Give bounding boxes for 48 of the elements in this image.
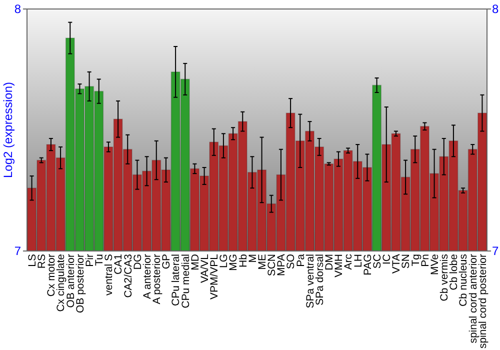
- x-tick-label: PAG: [362, 254, 374, 276]
- x-tick-label: MPA: [276, 254, 288, 276]
- x-tick-label: VPM/VPL: [208, 254, 221, 300]
- x-tick-label: VA/VL: [198, 254, 211, 283]
- x-tick-label: LS: [26, 254, 38, 267]
- y2-tick-label: 8: [492, 2, 499, 16]
- x-tick-label: ME: [256, 254, 268, 270]
- x-tick-label: Tg: [410, 254, 422, 266]
- x-tick-label: SCN: [266, 254, 278, 276]
- x-tick-label: Arc: [342, 254, 355, 270]
- x-tick-label: Tu: [94, 254, 106, 266]
- x-tick-label: Cb lobe: [448, 254, 460, 290]
- x-tick-label: SN: [400, 254, 412, 269]
- y-axis-title: Log2 (expression): [1, 82, 15, 178]
- x-tick-label: MG: [228, 254, 240, 271]
- x-tick-label: CPu medial: [180, 254, 192, 308]
- x-tick-label: VMH: [333, 254, 346, 278]
- x-tick-label: OB posterior: [74, 254, 86, 313]
- x-tick-label: SC: [371, 254, 384, 269]
- x-tick-label: SPa ventral: [304, 254, 316, 308]
- x-tick-label: CA1: [112, 254, 125, 274]
- x-tick-label: spinal cord anterior: [467, 253, 480, 344]
- x-tick-label: ventral S: [103, 254, 116, 296]
- x-tick-label: SO: [285, 254, 298, 270]
- x-tick-label: LH: [352, 254, 364, 268]
- x-tick-label: MD: [189, 254, 202, 270]
- x-tick-label: VTA: [390, 254, 403, 274]
- x-tick-label: A anterior: [141, 254, 154, 299]
- y2-tick-label: 7: [492, 244, 499, 258]
- x-tick-label: DG: [132, 254, 144, 270]
- x-tick-label: IC: [381, 254, 394, 264]
- x-tick-label: spinal cord posterior: [476, 253, 489, 349]
- x-tick-label: OB anterior: [64, 254, 77, 308]
- x-tick-label: Cx cingulate: [55, 254, 68, 312]
- x-tick-label: M: [246, 254, 259, 263]
- x-tick-label: CPu lateral: [170, 254, 182, 306]
- x-tick-label: GP: [160, 254, 173, 270]
- x-tick-label: SPa dorsal: [314, 254, 326, 306]
- x-tick-label: A posterior: [151, 254, 164, 304]
- x-tick-label: MVe: [428, 254, 441, 276]
- x-tick-label: RS: [36, 254, 48, 269]
- x-tick-label: CA2/CA3: [122, 254, 134, 298]
- x-tick-label: Pir: [84, 254, 96, 267]
- x-tick-label: Cb nucleus: [458, 254, 470, 307]
- x-tick-label: LG: [218, 254, 230, 268]
- x-tick-label: Hb: [237, 254, 250, 268]
- x-tick-label: Pa: [294, 254, 307, 267]
- x-tick-label: DM: [324, 254, 336, 270]
